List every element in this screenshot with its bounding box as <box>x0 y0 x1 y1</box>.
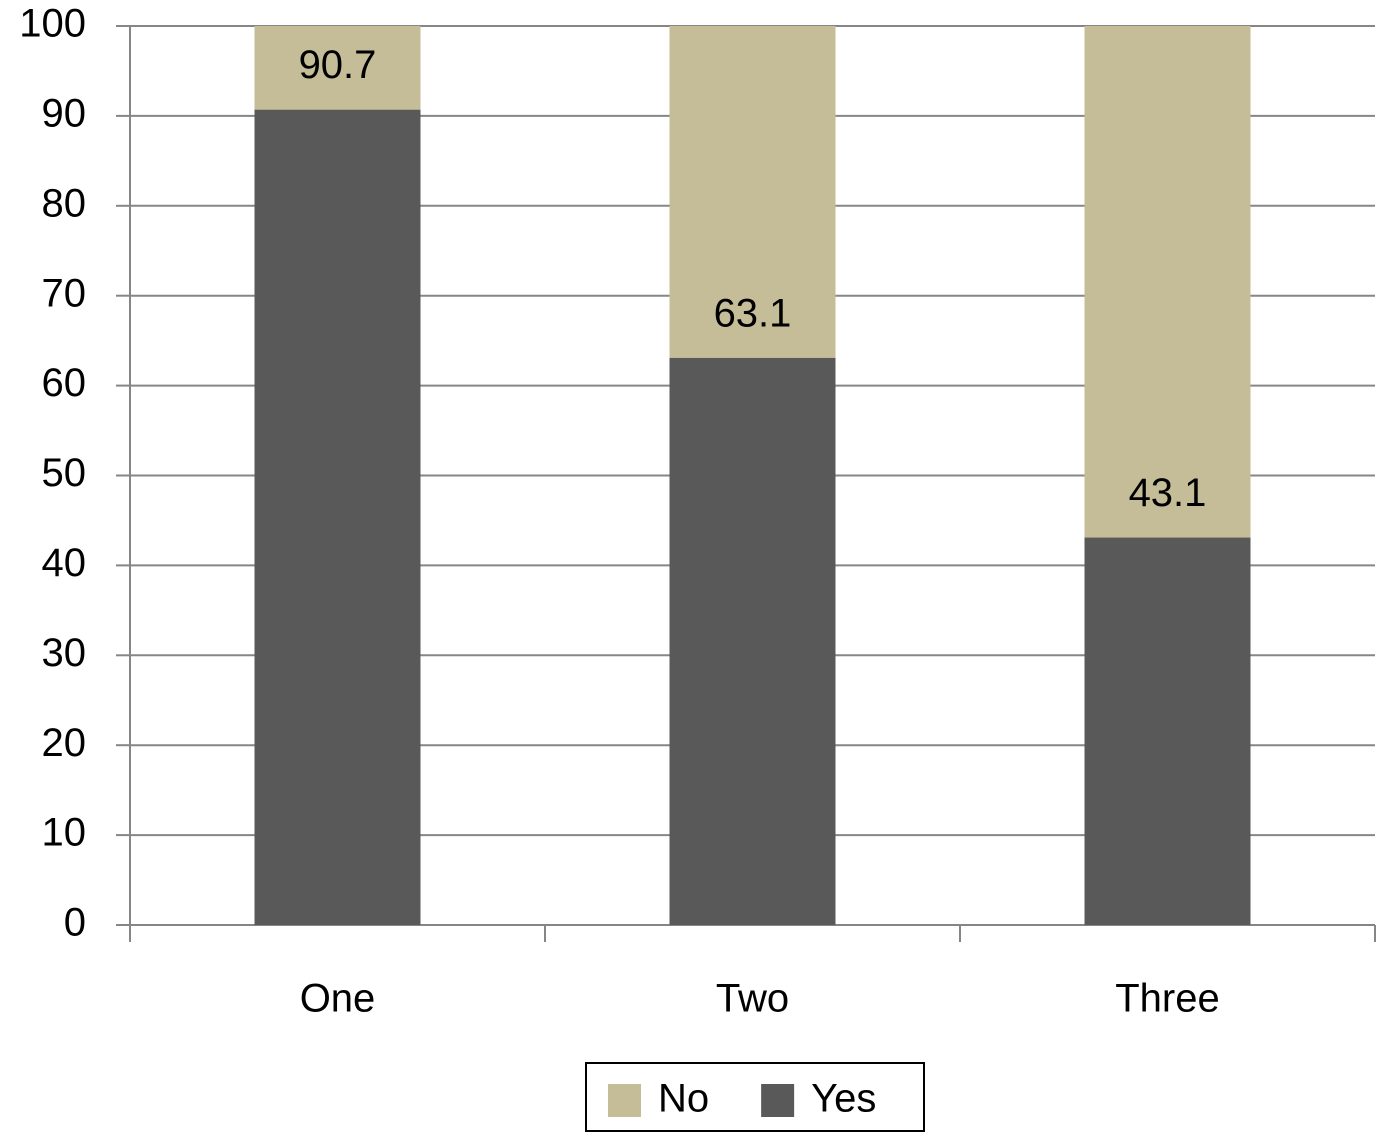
y-tick-label: 30 <box>42 631 87 675</box>
y-tick-label: 100 <box>19 2 86 46</box>
y-tick-label: 10 <box>42 811 87 855</box>
y-tick-label: 80 <box>42 181 87 225</box>
data-label: 90.7 <box>299 43 377 87</box>
data-label: 43.1 <box>1129 471 1207 515</box>
y-tick-label: 0 <box>64 901 86 945</box>
bar-segment <box>254 26 421 110</box>
y-tick-label: 40 <box>42 541 87 585</box>
legend-label: Yes <box>811 1077 876 1121</box>
bar-segment <box>1084 26 1251 538</box>
bar-segment <box>669 357 836 926</box>
legend-swatch <box>608 1084 641 1117</box>
x-tick-label: One <box>300 977 376 1021</box>
y-tick-label: 50 <box>42 451 87 495</box>
y-tick-label: 90 <box>42 91 87 135</box>
y-tick-label: 70 <box>42 271 87 315</box>
data-label: 63.1 <box>714 291 792 335</box>
y-tick-label: 20 <box>42 721 87 765</box>
y-tick-label: 60 <box>42 361 87 405</box>
bar-segment <box>669 26 836 358</box>
bar-segment <box>1084 537 1251 925</box>
x-tick-label: Three <box>1115 977 1220 1021</box>
legend-label: No <box>658 1077 709 1121</box>
legend-swatch <box>761 1084 795 1117</box>
bar-segment <box>254 109 421 926</box>
x-tick-label: Two <box>716 977 789 1021</box>
legend-box <box>585 1062 925 1132</box>
